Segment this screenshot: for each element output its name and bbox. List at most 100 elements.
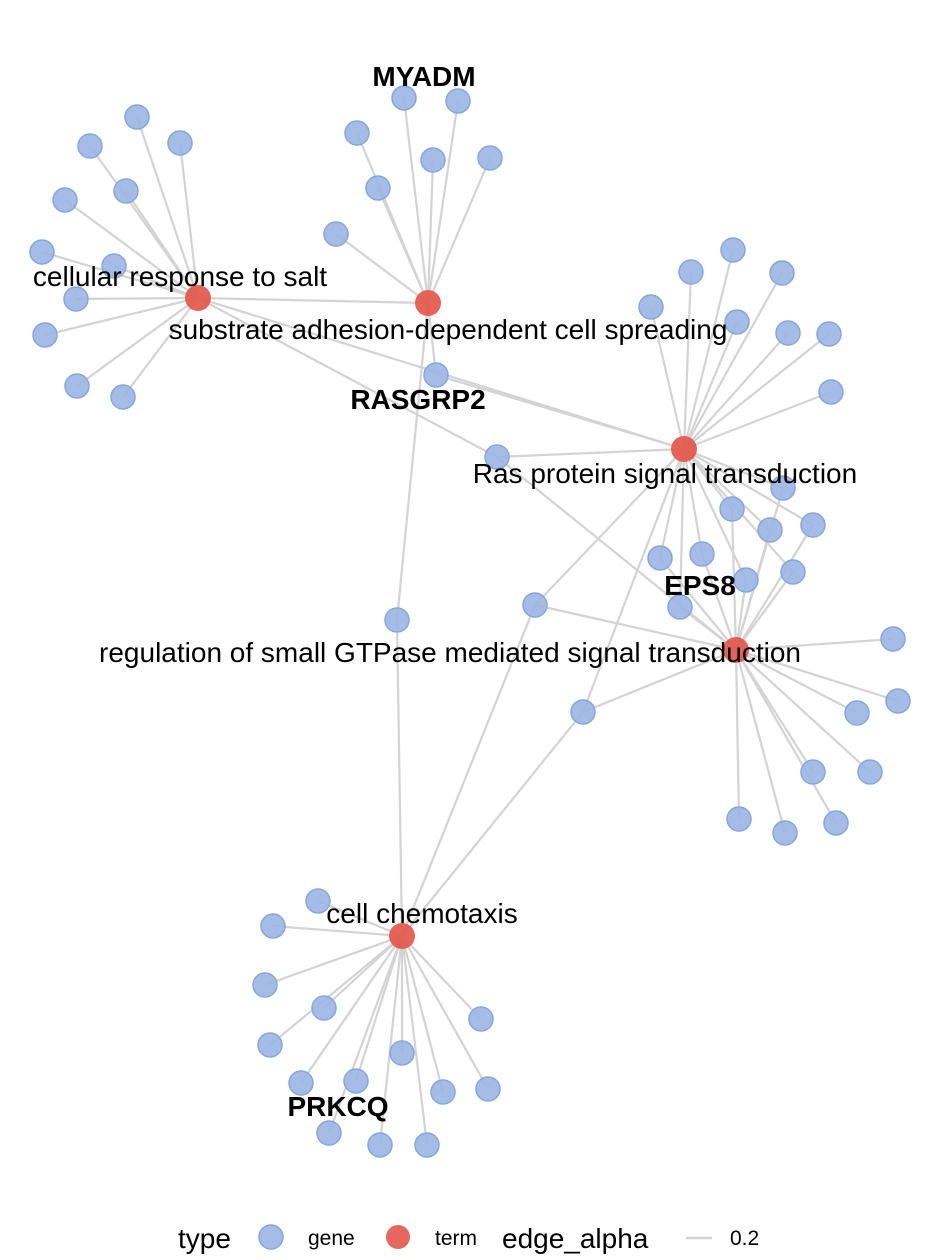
edge-gene-47-to-gtpase bbox=[734, 649, 787, 834]
gene-node-33 bbox=[800, 512, 826, 538]
edge-gene-59-to-chemotaxis bbox=[327, 935, 404, 1134]
gene-node-29 bbox=[816, 321, 842, 347]
gene-node-22 bbox=[570, 699, 596, 725]
legend-term-label: term bbox=[435, 1227, 477, 1250]
edge-gene-30-to-ras bbox=[683, 390, 832, 451]
gene-node-39 bbox=[667, 594, 693, 620]
legend-edge-value: 0.2 bbox=[730, 1227, 759, 1250]
edge-gene-36-to-ras bbox=[682, 448, 704, 555]
gene-node-54 bbox=[389, 1040, 415, 1066]
edge-gene-24-to-ras bbox=[682, 271, 693, 450]
edge-gene-6-to-salt bbox=[113, 264, 199, 300]
edge-gene-21-to-chemotaxis bbox=[400, 604, 537, 937]
gene-label-eps8: EPS8 bbox=[664, 570, 736, 601]
edge-gene-19-to-ras bbox=[496, 447, 685, 459]
edge-gene-50-to-chemotaxis bbox=[264, 934, 403, 987]
edge-gene-58-to-chemotaxis bbox=[401, 935, 489, 1090]
edge-gene-14-to-adhesion bbox=[426, 159, 435, 304]
edge-gene-40-to-gtpase bbox=[735, 637, 894, 652]
gene-node-57 bbox=[430, 1079, 456, 1105]
edge-gene-11-to-adhesion bbox=[402, 97, 430, 304]
gene-node-2 bbox=[167, 130, 193, 156]
legend-gene-label: gene bbox=[308, 1227, 355, 1250]
edge-gene-21-to-gtpase bbox=[534, 603, 737, 652]
gene-node-layer bbox=[29, 85, 911, 1158]
gene-label-prkcq: PRKCQ bbox=[287, 1091, 388, 1122]
edge-gene-34-to-ras bbox=[683, 448, 771, 531]
gene-node-9 bbox=[64, 373, 90, 399]
edge-gene-20-to-adhesion bbox=[395, 302, 430, 621]
edge-gene-33-to-gtpase bbox=[735, 524, 814, 651]
gene-node-12 bbox=[445, 88, 471, 114]
legend-edge-alpha-title: edge_alpha bbox=[502, 1223, 649, 1254]
gene-node-44 bbox=[857, 759, 883, 785]
edge-gene-9-to-salt bbox=[76, 297, 199, 387]
edge-gene-46-to-gtpase bbox=[735, 649, 837, 824]
gene-label-myadm: MYADM bbox=[372, 61, 475, 92]
edge-gene-36-to-gtpase bbox=[700, 553, 738, 651]
gene-node-24 bbox=[678, 259, 704, 285]
edge-gene-56-to-chemotaxis bbox=[354, 935, 404, 1082]
edge-gene-3-to-salt bbox=[125, 190, 199, 299]
gene-node-47 bbox=[772, 820, 798, 846]
term-label-regulation-of-small-gtpase: regulation of small GTPase mediated sign… bbox=[99, 637, 801, 668]
legend-gene-swatch bbox=[258, 1224, 284, 1250]
edge-gene-60-to-chemotaxis bbox=[378, 935, 404, 1146]
edge-gene-23-to-ras bbox=[682, 249, 735, 450]
edge-gene-27-to-ras bbox=[682, 321, 739, 450]
edge-gene-26-to-ras bbox=[649, 306, 686, 450]
gene-node-15 bbox=[477, 145, 503, 171]
edge-gene-28-to-ras bbox=[683, 332, 789, 450]
gene-node-11 bbox=[391, 85, 417, 111]
gene-node-19 bbox=[484, 444, 510, 470]
edge-gene-39-to-ras bbox=[678, 448, 686, 608]
edge-gene-22-to-ras bbox=[581, 448, 686, 713]
gene-node-50 bbox=[252, 972, 278, 998]
edge-gene-19-to-salt bbox=[197, 297, 498, 458]
edge-gene-22-to-chemotaxis bbox=[401, 711, 584, 937]
edge-gene-17-to-adhesion bbox=[335, 233, 429, 304]
gene-node-3 bbox=[113, 178, 139, 204]
edge-gene-48-to-chemotaxis bbox=[317, 899, 403, 938]
edge-gene-57-to-chemotaxis bbox=[400, 935, 445, 1093]
gene-node-26 bbox=[638, 294, 664, 320]
gene-node-13 bbox=[344, 120, 370, 146]
edge-gene-10-to-salt bbox=[122, 297, 199, 398]
gene-node-43 bbox=[800, 759, 826, 785]
term-node-gtpase bbox=[723, 637, 749, 663]
gene-label-rasgrp2: RASGRP2 bbox=[350, 384, 485, 415]
edge-gene-41-to-gtpase bbox=[735, 648, 899, 703]
gene-node-61 bbox=[414, 1132, 440, 1158]
term-node-layer bbox=[185, 285, 749, 949]
edge-gene-25-to-ras bbox=[683, 272, 783, 450]
gene-node-58 bbox=[475, 1076, 501, 1102]
gene-node-41 bbox=[885, 688, 911, 714]
edge-gene-20-to-chemotaxis bbox=[395, 619, 404, 937]
edge-gene-22-to-gtpase bbox=[582, 648, 737, 714]
gene-node-46 bbox=[823, 810, 849, 836]
edge-gene-35-to-gtpase bbox=[659, 557, 737, 651]
gene-node-42 bbox=[844, 700, 870, 726]
edge-gene-53-to-chemotaxis bbox=[269, 935, 403, 1046]
gene-node-32 bbox=[719, 496, 745, 522]
gene-node-53 bbox=[257, 1032, 283, 1058]
edge-gene-52-to-chemotaxis bbox=[401, 935, 482, 1020]
legend-type-title: type bbox=[178, 1223, 231, 1254]
gene-node-23 bbox=[720, 237, 746, 263]
edge-gene-15-to-adhesion bbox=[426, 157, 492, 304]
gene-node-14 bbox=[420, 147, 446, 173]
term-node-adhesion bbox=[415, 290, 441, 316]
gene-node-59 bbox=[316, 1120, 342, 1146]
label-layer: cellular response to salt substrate adhe… bbox=[33, 61, 857, 1122]
edge-gene-44-to-gtpase bbox=[735, 649, 871, 773]
edge-gene-42-to-gtpase bbox=[735, 649, 858, 714]
edge-gene-31-to-ras bbox=[683, 447, 784, 490]
legend: type gene term edge_alpha 0.2 bbox=[178, 1223, 759, 1254]
edge-gene-2-to-salt bbox=[178, 142, 200, 299]
term-node-salt bbox=[185, 285, 211, 311]
gene-node-60 bbox=[367, 1132, 393, 1158]
gene-node-16 bbox=[365, 175, 391, 201]
edge-gene-38-to-ras bbox=[683, 448, 747, 581]
edge-salt-to-adhesion bbox=[197, 296, 429, 305]
gene-node-1 bbox=[77, 133, 103, 159]
